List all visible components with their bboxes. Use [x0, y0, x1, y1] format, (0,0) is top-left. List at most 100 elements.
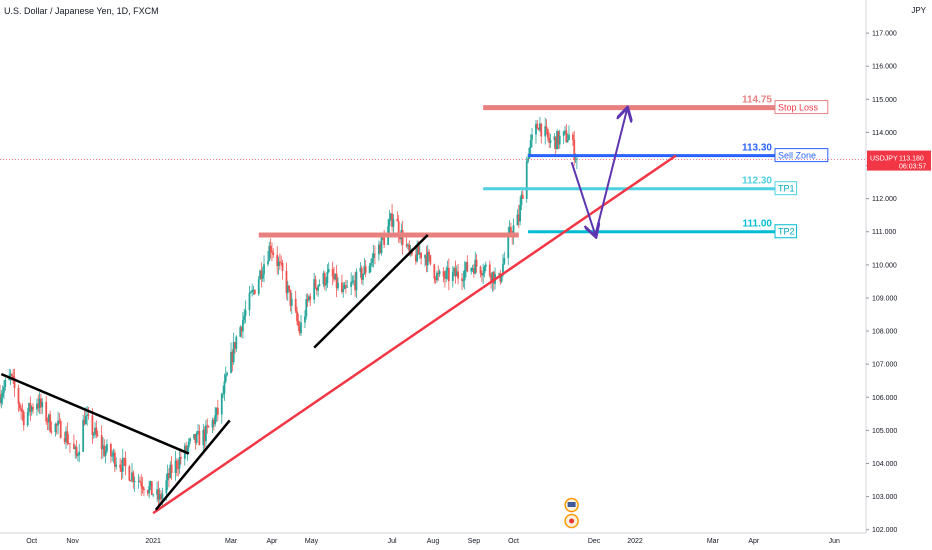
candle-body — [215, 407, 218, 416]
candle-body — [50, 431, 53, 433]
candle-body — [500, 275, 503, 282]
candle-body — [308, 296, 310, 301]
level-price-sell-zone: 113.30 — [742, 143, 772, 154]
candle-body — [359, 267, 362, 272]
candle-body — [82, 419, 85, 452]
candle-body — [334, 273, 337, 280]
candle-body — [58, 420, 61, 422]
candle-body — [350, 282, 353, 287]
candle-body — [370, 262, 372, 266]
candle-body — [297, 321, 300, 326]
candle-body — [206, 425, 209, 427]
candle-body — [315, 287, 318, 291]
candle-body — [263, 264, 265, 275]
candle-body — [300, 322, 302, 334]
candle-body — [313, 279, 316, 300]
candle-body — [327, 269, 330, 273]
candle-body — [123, 457, 125, 459]
candle-body — [289, 289, 292, 306]
candle-body — [124, 458, 127, 467]
candle-body — [451, 271, 454, 282]
x-tick-label: Mar — [707, 538, 720, 545]
japan-flag-icon — [569, 518, 575, 524]
candle-body — [445, 270, 448, 279]
candle-body — [75, 446, 78, 456]
level-label-tp1: TP1 — [778, 184, 795, 194]
us-flag-icon — [567, 502, 576, 507]
candle-body — [45, 401, 48, 422]
candle-body — [158, 494, 161, 500]
candle-body — [109, 444, 112, 457]
candle-body — [479, 266, 482, 274]
candle-body — [492, 271, 495, 284]
y-tick-label: 114.000 — [872, 130, 897, 137]
y-tick-label: 107.000 — [872, 362, 897, 369]
candle-body — [362, 274, 364, 280]
candle-body — [91, 415, 94, 435]
candle-body — [224, 375, 227, 382]
candle-body — [527, 158, 529, 162]
candle-body — [294, 298, 297, 312]
candle-body — [573, 139, 576, 160]
x-tick-label: 2022 — [627, 538, 643, 545]
candle-body — [318, 284, 321, 286]
y-tick-label: 103.000 — [872, 494, 897, 501]
candle-body — [269, 245, 272, 251]
y-tick-label: 106.000 — [872, 395, 897, 402]
candle-body — [298, 325, 301, 334]
candle-body — [261, 274, 264, 279]
candle-body — [203, 429, 206, 442]
candle-body — [368, 265, 371, 273]
y-tick-label: 117.000 — [872, 31, 897, 38]
candle-body — [104, 451, 107, 456]
candle-body — [179, 457, 182, 459]
candle-body — [267, 260, 269, 265]
candle-body — [13, 377, 16, 388]
candle-body — [106, 444, 108, 452]
level-label-sell-zone: Sell Zone — [778, 151, 816, 161]
candle-body — [507, 233, 510, 258]
candle-body — [54, 423, 57, 433]
candle-body — [22, 412, 25, 426]
candle-body — [418, 252, 421, 255]
candle-body — [168, 473, 170, 478]
candle-body — [271, 250, 273, 253]
candle-body — [465, 262, 467, 270]
candle-body — [470, 268, 473, 272]
candle-body — [322, 273, 325, 285]
level-box-sell-zone — [774, 148, 829, 163]
candle-body — [309, 296, 312, 300]
candle-body — [304, 316, 306, 323]
candle-body — [548, 137, 551, 143]
candle-body — [197, 430, 199, 433]
candle-body — [272, 252, 275, 255]
candle-body — [248, 292, 251, 311]
y-tick-label: 104.000 — [872, 461, 897, 468]
candle-body — [343, 284, 346, 289]
candle-body — [391, 213, 393, 227]
candle-body — [46, 421, 49, 423]
candle-body — [525, 161, 528, 199]
candle-body — [102, 445, 104, 450]
y-tick-label: 110.000 — [872, 262, 897, 269]
candle-body — [564, 130, 566, 132]
candle-body — [129, 480, 132, 482]
candle-body — [380, 236, 383, 254]
candle-body — [371, 258, 374, 263]
candle-body — [335, 273, 338, 289]
level-box-tp1 — [774, 181, 798, 196]
candle-body — [243, 315, 246, 321]
level-price-tp1: 112.30 — [742, 176, 772, 187]
candle-body — [475, 259, 478, 267]
price-tag-symbol: USDJPY — [870, 156, 898, 163]
candle-body — [425, 255, 428, 266]
candle-body — [540, 123, 543, 137]
candle-body — [156, 489, 158, 495]
candle-body — [216, 407, 219, 415]
candle-body — [554, 136, 557, 150]
candle-body — [447, 267, 450, 282]
level-price-tp2: 111.00 — [743, 219, 773, 230]
candle-body — [3, 386, 5, 393]
candle-body — [392, 219, 395, 227]
